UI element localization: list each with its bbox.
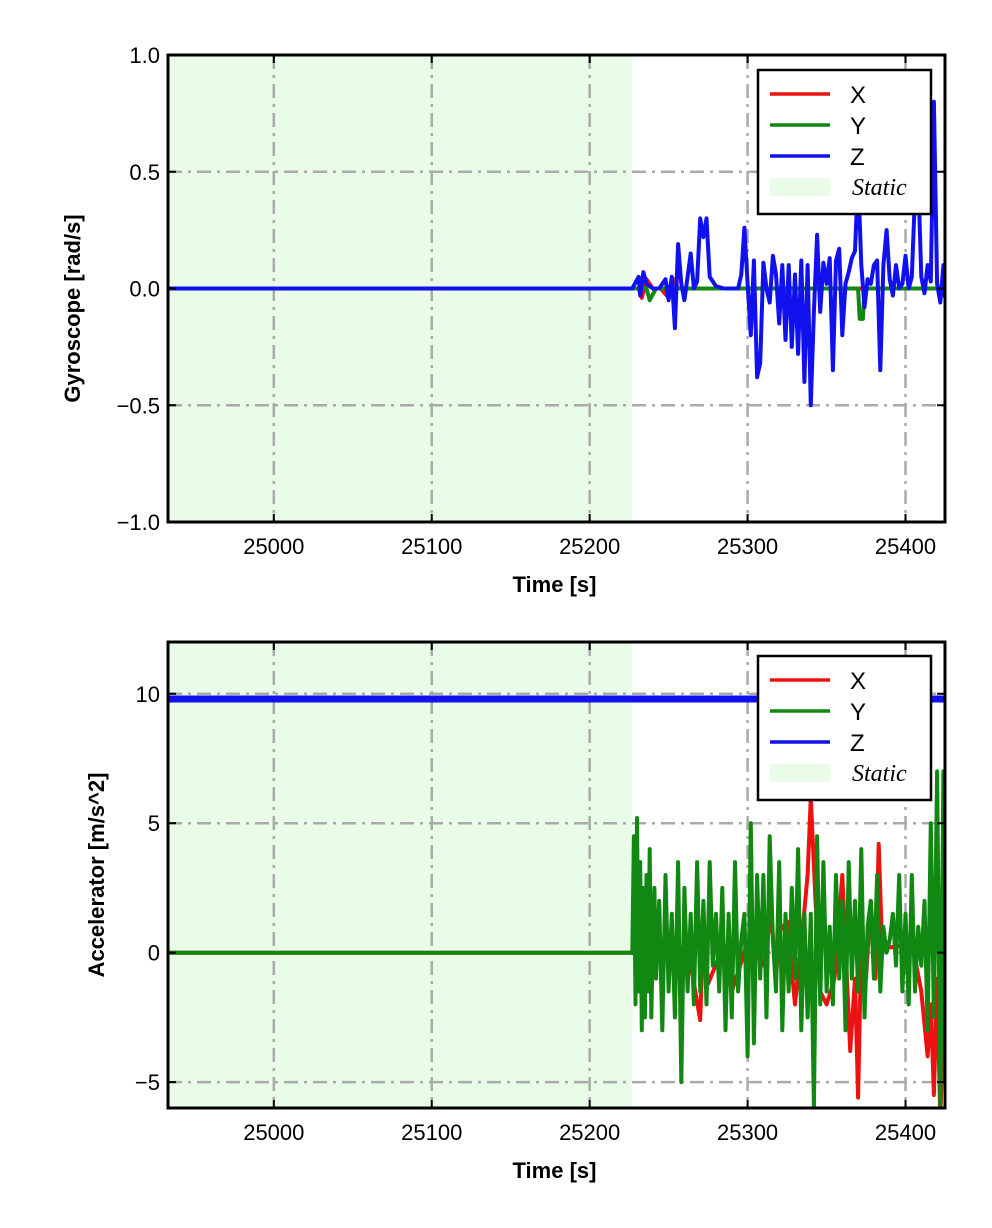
legend-label-y: Y: [850, 113, 866, 140]
y-tick-label: 10: [136, 682, 160, 707]
series-line-z: [168, 99, 945, 408]
static-region: [168, 642, 633, 1108]
x-tick-label: 25100: [401, 1120, 462, 1145]
legend-label-z: Z: [850, 144, 865, 171]
x-axis-label: Time [s]: [513, 1158, 597, 1183]
y-tick-label: 1.0: [129, 43, 160, 68]
x-axis-label: Time [s]: [513, 572, 597, 597]
legend-label-static: Static: [852, 761, 907, 787]
x-tick-label: 25000: [243, 534, 304, 559]
x-tick-label: 25400: [875, 534, 936, 559]
plot-frame: [166, 640, 947, 1110]
legend-swatch-static: [770, 178, 830, 196]
legend: XYZ Static: [756, 68, 933, 216]
x-tick-label: 25200: [559, 1120, 620, 1145]
series-line-y: [168, 769, 945, 1108]
y-axis-label: Accelerator [m/s^2]: [84, 773, 109, 978]
legend-label-y: Y: [850, 699, 866, 726]
y-tick-label: −1.0: [117, 510, 160, 535]
legend-label-static: Static: [852, 175, 907, 201]
y-axis-label: Gyroscope [rad/s]: [60, 214, 85, 402]
x-tick-label: 25400: [875, 1120, 936, 1145]
x-tick-label: 25300: [717, 534, 778, 559]
legend-label-x: X: [850, 82, 866, 109]
y-tick-label: 0: [148, 941, 160, 966]
y-tick-label: 0.0: [129, 277, 160, 302]
x-tick-label: 25100: [401, 534, 462, 559]
x-tick-label: 25200: [559, 534, 620, 559]
gyroscope-panel: 25000 25100 25200 25300 25400 −1.0 −0.5 0.0 0.5 1…: [60, 43, 947, 597]
legend-label-z: Z: [850, 730, 865, 757]
accelerometer-panel: 25000 25100 25200 25300 25400 −5 0 5 10 Time [s] A…: [84, 640, 947, 1183]
x-tick-label: 25000: [243, 1120, 304, 1145]
legend-label-x: X: [850, 668, 866, 695]
legend: XYZ Static: [756, 654, 933, 802]
y-tick-label: −5: [135, 1070, 160, 1095]
y-tick-label: 0.5: [129, 160, 160, 185]
legend-swatch-static: [770, 764, 830, 782]
y-tick-label: −0.5: [117, 393, 160, 418]
x-tick-label: 25300: [717, 1120, 778, 1145]
y-tick-label: 5: [148, 811, 160, 836]
